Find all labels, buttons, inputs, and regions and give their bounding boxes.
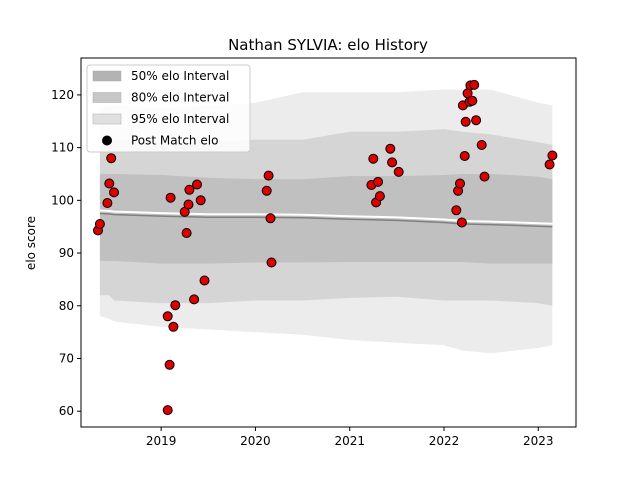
data-point [456, 217, 467, 228]
data-point [162, 311, 173, 322]
data-point [265, 213, 276, 224]
legend-swatch [92, 70, 122, 82]
data-point [385, 143, 396, 154]
data-point [164, 359, 175, 370]
data-point [266, 257, 277, 268]
data-point [106, 153, 117, 164]
data-point [261, 185, 272, 196]
data-point [469, 79, 480, 90]
x-tick-label: 2020 [240, 434, 271, 448]
data-point [104, 178, 115, 189]
data-point [387, 157, 398, 168]
x-tick-label: 2022 [429, 434, 460, 448]
data-point [393, 166, 404, 177]
data-point [165, 192, 176, 203]
data-point [109, 187, 119, 198]
data-point [471, 115, 482, 126]
data-point [183, 199, 194, 210]
data-point [192, 179, 202, 190]
legend-box [86, 64, 251, 153]
data-point [184, 184, 195, 195]
data-point [102, 198, 113, 208]
data-point [168, 321, 179, 332]
mean-line [99, 212, 553, 228]
x-tick-label: 2019 [146, 434, 177, 448]
data-point [374, 191, 385, 202]
data-point [544, 159, 555, 170]
data-point [459, 151, 470, 161]
chart-title: Nathan SYLVIA: elo History [228, 36, 428, 54]
data-point [467, 95, 478, 106]
x-tick-label: 2021 [334, 434, 365, 448]
data-point [451, 205, 462, 216]
y-tick-label: 100 [51, 193, 74, 207]
mean-lines [99, 209, 553, 228]
data-point [263, 170, 274, 181]
legend-label: 95% elo Interval [131, 112, 229, 126]
data-point [199, 275, 210, 286]
data-point [476, 140, 487, 150]
x-axis-ticks: 2019 2020 2021 2022 2023 [146, 427, 554, 448]
data-point [460, 116, 471, 127]
y-axis-label: elo score [24, 216, 38, 270]
data-point [170, 300, 181, 311]
y-tick-label: 80 [59, 299, 74, 313]
data-point [162, 405, 173, 416]
y-tick-label: 90 [59, 246, 74, 260]
y-tick-label: 60 [59, 404, 74, 418]
y-tick-label: 120 [51, 88, 74, 102]
plot-frame [80, 57, 577, 428]
legend-label: 80% elo Interval [131, 91, 229, 105]
legend-label: Post Match elo [131, 134, 218, 148]
legend-label: 50% elo Interval [131, 69, 229, 83]
data-point [373, 176, 383, 187]
data-point [479, 171, 490, 182]
data-point [181, 228, 192, 238]
interval-bands [99, 89, 553, 354]
data-point [195, 195, 206, 206]
data-point [547, 150, 558, 161]
post-match-points [93, 79, 558, 416]
data-point [189, 294, 200, 305]
legend-marker [102, 135, 112, 146]
legend-swatch [92, 92, 122, 103]
data-point [94, 219, 105, 229]
x-tick-label: 2023 [523, 434, 554, 448]
y-tick-label: 70 [59, 351, 74, 365]
legend: 50% elo Interval 80% elo Interval 95% elo … [86, 64, 251, 153]
legend-swatch [92, 113, 122, 125]
y-axis-ticks: 60 70 80 90 100 110 120 [51, 88, 81, 418]
y-tick-label: 110 [51, 141, 74, 155]
data-point [455, 178, 465, 189]
mean-line-upper [99, 209, 553, 225]
data-point [368, 153, 379, 164]
